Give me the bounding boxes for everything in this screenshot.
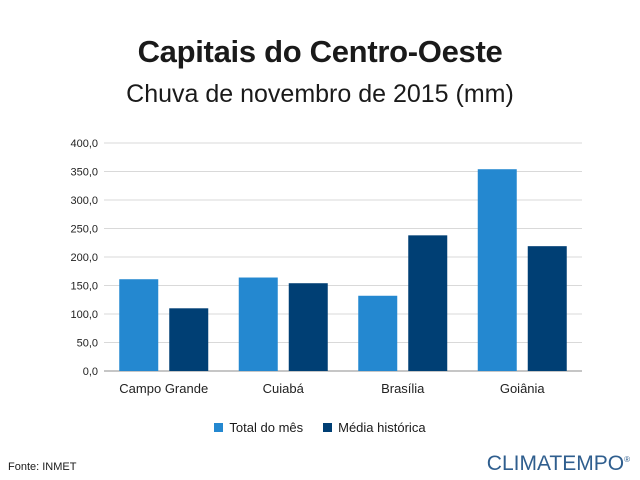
legend-swatch-total	[214, 423, 224, 432]
y-tick-label: 150,0	[70, 281, 98, 293]
chart-subtitle: Chuva de novembro de 2015 (mm)	[126, 80, 514, 108]
legend: Total do mês Média histórica	[0, 420, 640, 435]
chart-title: Capitais do Centro-Oeste	[137, 34, 503, 69]
source-note: Fonte: INMET	[8, 461, 77, 473]
x-category-label: Campo Grande	[119, 381, 208, 396]
y-tick-label: 300,0	[70, 195, 98, 207]
y-tick-label: 0,0	[83, 366, 98, 378]
x-category-label: Goiânia	[500, 381, 546, 396]
bar-media	[408, 235, 448, 371]
bar-total	[358, 295, 398, 371]
bar-media	[169, 308, 209, 371]
bar-media	[527, 246, 567, 371]
brand-logo: CLIMATEMPO®	[486, 452, 630, 475]
legend-label-media: Média histórica	[338, 420, 426, 435]
y-tick-label: 250,0	[70, 224, 98, 236]
legend-swatch-media	[323, 423, 333, 432]
y-tick-label: 350,0	[70, 167, 98, 179]
y-tick-label: 50,0	[77, 338, 98, 350]
x-category-label: Brasília	[381, 381, 425, 396]
bar-total	[477, 169, 517, 371]
x-category-label: Cuiabá	[263, 381, 305, 396]
y-tick-label: 100,0	[70, 309, 98, 321]
y-tick-label: 400,0	[70, 138, 98, 150]
y-tick-label: 200,0	[70, 252, 98, 264]
legend-label-total: Total do mês	[229, 420, 304, 435]
bar-media	[288, 283, 328, 371]
bar-total	[238, 277, 278, 371]
legend-item-total: Total do mês	[214, 420, 303, 435]
legend-item-media: Média histórica	[323, 420, 426, 435]
bar-total	[119, 279, 159, 371]
